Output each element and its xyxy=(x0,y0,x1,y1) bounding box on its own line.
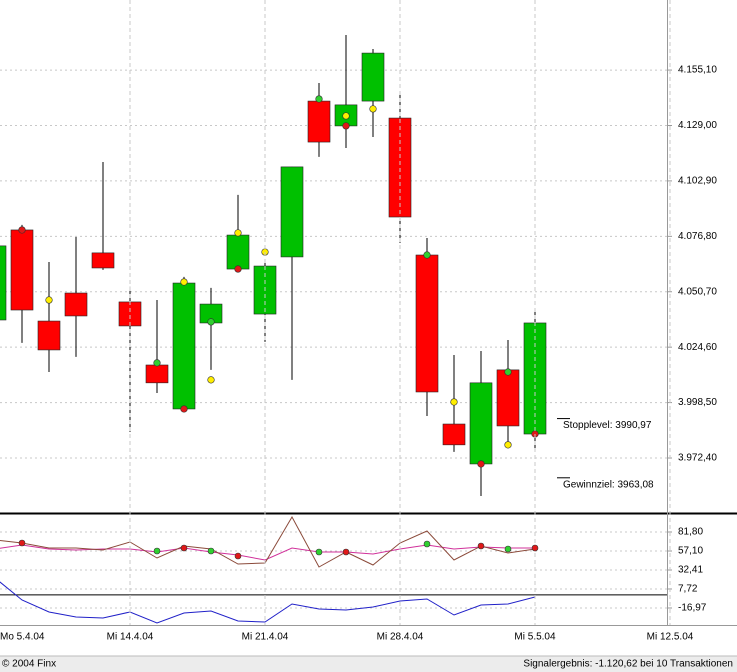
candle-body xyxy=(388,117,412,218)
x-tick-label: Mi 14.4.04 xyxy=(107,632,154,643)
candle-body xyxy=(415,254,439,393)
x-tick-label: Mo 5.4.04 xyxy=(0,632,45,643)
candle-body xyxy=(280,166,304,258)
level-label: Gewinnziel: 3963,08 xyxy=(563,479,654,490)
copyright: © 2004 Finx xyxy=(2,659,56,670)
status-bar xyxy=(0,656,737,672)
signal-marker xyxy=(18,226,26,234)
signal-marker xyxy=(342,548,350,556)
y-tick-label: 4.155,10 xyxy=(678,65,717,76)
candle-body xyxy=(10,229,34,311)
candle-body xyxy=(145,364,169,384)
signal-marker xyxy=(207,318,215,326)
y-tick-label: 4.076,80 xyxy=(678,231,717,242)
signal-marker xyxy=(369,105,377,113)
signal-marker xyxy=(180,544,188,552)
signal-marker xyxy=(450,398,458,406)
series-line xyxy=(0,581,536,624)
candle-body xyxy=(496,369,520,427)
x-tick-label: Mi 12.5.04 xyxy=(647,632,694,643)
signal-marker xyxy=(45,296,53,304)
result-text: Signalergebnis: -1.120,62 bei 10 Transak… xyxy=(523,659,733,670)
y-tick-label: 4.129,00 xyxy=(678,120,717,131)
signal-marker xyxy=(180,278,188,286)
signal-marker xyxy=(477,542,485,550)
candle-body xyxy=(361,52,385,102)
signal-marker xyxy=(315,95,323,103)
candle-body xyxy=(469,382,493,465)
candle-body xyxy=(172,282,196,410)
signal-marker xyxy=(153,359,161,367)
signal-marker xyxy=(342,112,350,120)
signal-marker xyxy=(315,548,323,556)
y-tick-label: 4.050,70 xyxy=(678,286,717,297)
signal-marker xyxy=(234,265,242,273)
signal-marker xyxy=(153,547,161,555)
x-tick-label: Mi 28.4.04 xyxy=(377,632,424,643)
y-tick-label: 4.024,60 xyxy=(678,342,717,353)
signal-marker xyxy=(207,547,215,555)
y-tick-label: -16,97 xyxy=(678,603,707,614)
candle-body xyxy=(64,292,88,317)
candle-body xyxy=(91,252,115,269)
y-tick-label: 4.102,90 xyxy=(678,176,717,187)
signal-marker xyxy=(18,539,26,547)
y-tick-label: 81,80 xyxy=(678,527,703,538)
signal-marker xyxy=(342,122,350,130)
y-tick-label: 57,10 xyxy=(678,546,703,557)
x-tick-label: Mi 21.4.04 xyxy=(242,632,289,643)
signal-marker xyxy=(504,441,512,449)
signal-marker xyxy=(234,552,242,560)
x-tick-label: Mi 5.5.04 xyxy=(514,632,556,643)
candle-body xyxy=(226,234,250,270)
candle-body xyxy=(37,320,61,351)
signal-marker xyxy=(207,376,215,384)
signal-marker xyxy=(477,460,485,468)
candle-body xyxy=(0,245,7,321)
candle-body xyxy=(307,100,331,143)
signal-marker xyxy=(423,540,431,548)
level-label: Stopplevel: 3990,97 xyxy=(563,420,652,431)
signal-marker xyxy=(423,251,431,259)
signal-marker xyxy=(504,545,512,553)
y-tick-label: 3.972,40 xyxy=(678,453,717,464)
y-tick-label: 7,72 xyxy=(678,584,698,595)
signal-marker xyxy=(234,229,242,237)
signal-marker xyxy=(180,405,188,413)
y-tick-label: 32,41 xyxy=(678,565,703,576)
signal-marker xyxy=(531,544,539,552)
signal-marker xyxy=(504,368,512,376)
candle-body xyxy=(442,423,466,446)
y-tick-label: 3.998,50 xyxy=(678,397,717,408)
